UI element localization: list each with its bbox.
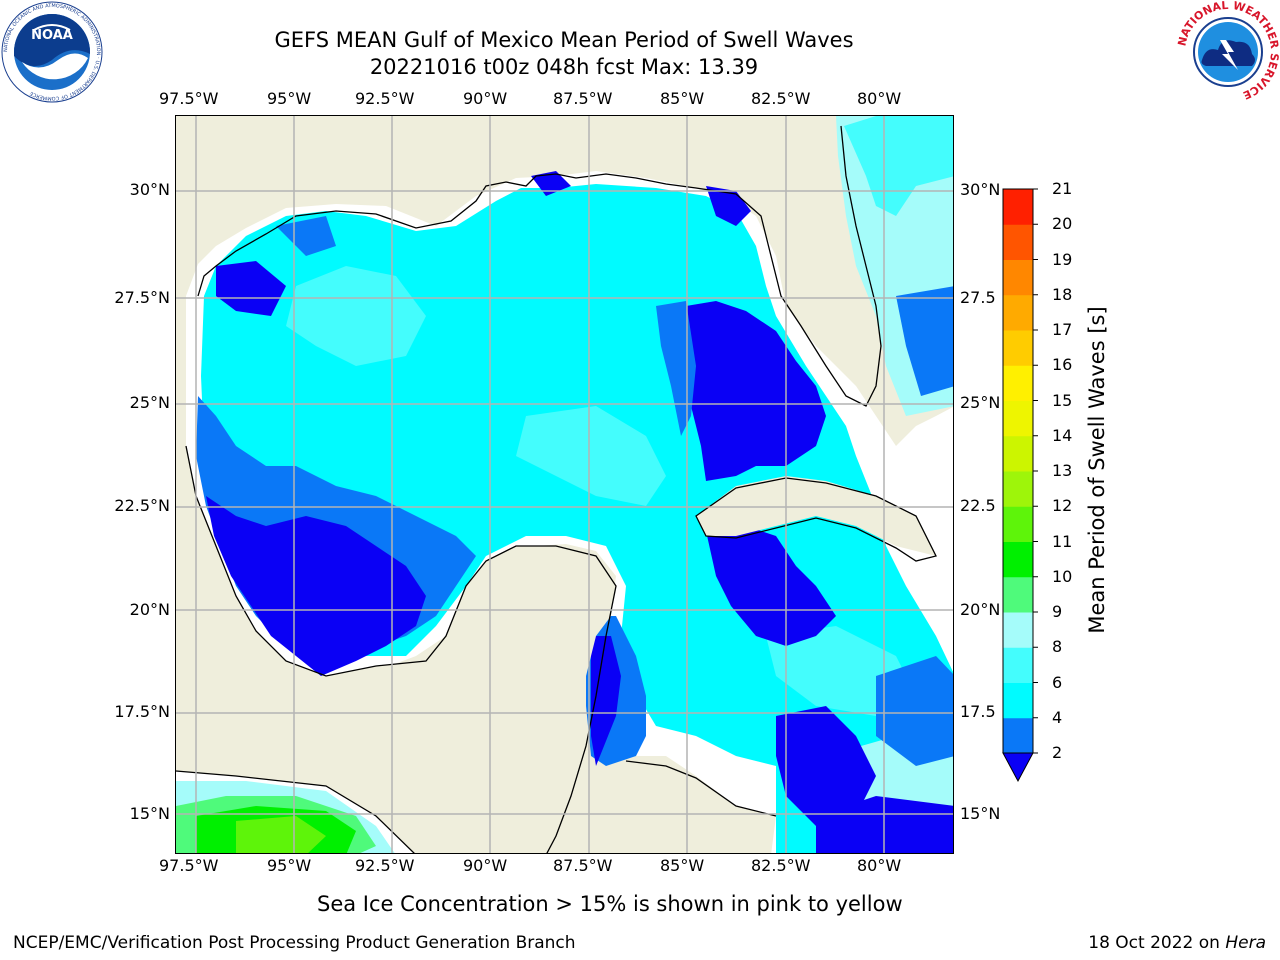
colorbar-segment <box>1003 612 1033 648</box>
colorbar-tick-label: 9 <box>1052 602 1063 621</box>
lat-tick-label: 22.5°N <box>114 496 170 515</box>
colorbar <box>1002 188 1038 783</box>
chart-subtitle: 20221016 t00z 048h fcst Max: 13.39 <box>369 55 759 79</box>
lon-tick-label: 82.5°W <box>751 856 811 875</box>
colorbar-segment <box>1003 471 1033 507</box>
lon-tick-label: 82.5°W <box>751 89 811 108</box>
colorbar-segment <box>1003 400 1033 437</box>
noaa-logo-text: NOAA <box>31 28 73 43</box>
colorbar-tick-label: 4 <box>1052 707 1063 727</box>
swell-field-light <box>516 406 666 506</box>
lon-tick-label: 90°W <box>463 89 508 108</box>
coastlines <box>176 125 937 853</box>
footer-date: 18 Oct 2022 on Hera <box>1088 933 1266 953</box>
colorbar-tick-label: 18 <box>1052 284 1073 304</box>
colorbar-tick-label: 21 <box>1052 179 1073 198</box>
lon-tick-label: 87.5°W <box>553 89 613 108</box>
swell-field-deepblue <box>531 171 571 196</box>
colorbar-tick-label: 20 <box>1052 214 1073 234</box>
lat-tick-label: 20°N <box>129 600 170 619</box>
colorbar-tick-label: 12 <box>1052 496 1073 516</box>
lat-tick-label: 22.5 <box>960 496 996 515</box>
pacific-swell-lime <box>236 816 326 853</box>
colorbar-segment <box>1003 330 1033 366</box>
atlantic-water-blue <box>896 286 953 396</box>
colorbar-tick-label: 2 <box>1052 743 1063 762</box>
lon-tick-label: 85°W <box>660 89 705 108</box>
yucatan-land <box>286 544 616 853</box>
swell-field-deepblue <box>706 186 751 226</box>
colorbar-tick-label: 15 <box>1052 390 1073 410</box>
swell-field-deepblue <box>206 496 426 676</box>
footer-host: Hera <box>1225 933 1266 953</box>
noaa-logo: NOAA NATIONAL OCEANIC AND ATMOSPHERIC AD… <box>1 1 103 103</box>
colorbar-tick-label: 8 <box>1052 637 1063 657</box>
lon-tick-label: 85°W <box>660 856 705 875</box>
colorbar-tick-label: 11 <box>1052 531 1073 551</box>
swell-period-map <box>176 116 953 853</box>
swell-field-deepblue <box>776 706 876 826</box>
swell-field-midblue <box>876 656 953 766</box>
lat-tick-label: 27.5°N <box>114 288 170 307</box>
colorbar-segment <box>1003 365 1033 401</box>
colorbar-segment <box>1003 541 1033 578</box>
colorbar-tick-label: 13 <box>1052 461 1073 480</box>
swell-field-deepblue <box>216 261 286 316</box>
colorbar-segment <box>1003 576 1033 613</box>
swell-field-light <box>286 266 426 366</box>
colorbar-tick-label: 19 <box>1052 249 1073 269</box>
lat-tick-label: 30°N <box>129 180 170 199</box>
colorbar-tick-label: 16 <box>1052 355 1073 375</box>
lat-tick-label: 15°N <box>129 804 170 823</box>
lon-tick-label: 97.5°W <box>159 89 219 108</box>
colorbar-tick-label: 17 <box>1052 320 1073 339</box>
colorbar-extension <box>1002 752 1034 783</box>
lon-tick-label: 95°W <box>267 856 312 875</box>
colorbar-tick-label: 6 <box>1052 672 1063 692</box>
lon-tick-label: 97.5°W <box>159 856 219 875</box>
nws-logo: NATIONAL WEATHER SERVICE <box>1176 0 1280 102</box>
chart-title: GEFS MEAN Gulf of Mexico Mean Period of … <box>274 28 854 52</box>
lat-tick-label: 20°N <box>960 600 1001 619</box>
lat-tick-label: 30°N <box>960 180 1001 199</box>
swell-field-deepblue <box>591 636 621 766</box>
lon-tick-label: 87.5°W <box>553 856 613 875</box>
lat-tick-label: 17.5 <box>960 702 996 721</box>
colorbar-segment <box>1003 506 1033 542</box>
footer-date-text: 18 Oct 2022 on <box>1088 933 1226 953</box>
colorbar-segment <box>1003 435 1033 472</box>
swell-field-midblue <box>276 216 336 256</box>
colorbar-segment <box>1003 189 1033 225</box>
footer-credit: NCEP/EMC/Verification Post Processing Pr… <box>13 933 576 953</box>
colorbar-segment <box>1003 647 1033 683</box>
colorbar-segment <box>1003 259 1033 296</box>
lon-tick-label: 80°W <box>857 89 902 108</box>
lat-tick-label: 25°N <box>960 393 1001 412</box>
lon-tick-label: 95°W <box>267 89 312 108</box>
lat-tick-label: 15°N <box>960 804 1001 823</box>
colorbar-segment <box>1003 682 1033 719</box>
colorbar-segment <box>1003 224 1033 260</box>
lat-tick-label: 27.5 <box>960 288 996 307</box>
lon-tick-label: 92.5°W <box>355 856 415 875</box>
lon-tick-label: 92.5°W <box>355 89 415 108</box>
colorbar-tick-label: 14 <box>1052 425 1073 445</box>
swell-field-deepblue <box>681 301 826 481</box>
swell-field-deepblue <box>706 526 836 646</box>
graticule <box>176 116 953 853</box>
swell-field-midblue <box>656 301 696 436</box>
sea-ice-note: Sea Ice Concentration > 15% is shown in … <box>317 892 903 916</box>
colorbar-tick-label: 10 <box>1052 566 1073 586</box>
lat-tick-label: 17.5°N <box>114 702 170 721</box>
lon-tick-label: 90°W <box>463 856 508 875</box>
colorbar-segment <box>1003 717 1033 754</box>
colorbar-segment <box>1003 294 1033 331</box>
lon-tick-label: 80°W <box>857 856 902 875</box>
map-panel <box>175 115 954 854</box>
lat-tick-label: 25°N <box>129 393 170 412</box>
